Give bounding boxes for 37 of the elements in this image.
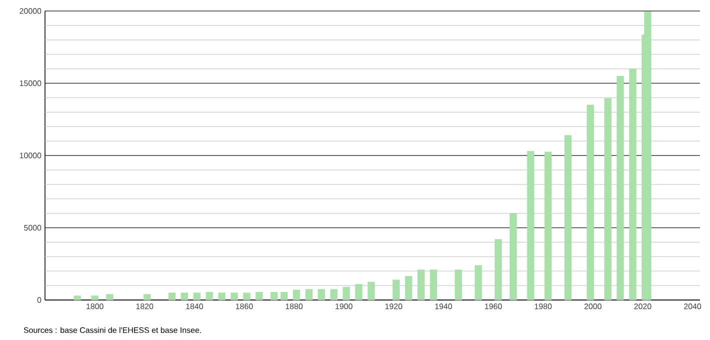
bar <box>91 296 98 300</box>
bar <box>243 292 250 300</box>
bar <box>527 151 534 300</box>
bar <box>106 294 114 300</box>
bar <box>564 135 572 300</box>
bar <box>318 289 326 300</box>
bar <box>168 292 176 300</box>
bar <box>144 294 151 300</box>
bar <box>392 280 400 300</box>
bar <box>405 276 412 300</box>
bar <box>256 292 263 300</box>
bar <box>180 292 188 300</box>
bar <box>510 213 517 300</box>
bar <box>74 296 81 300</box>
bar <box>193 292 201 300</box>
bar <box>430 270 438 300</box>
bar <box>629 68 636 300</box>
bar <box>292 290 300 300</box>
bar <box>368 282 375 300</box>
bar <box>417 270 425 300</box>
bar <box>586 104 594 300</box>
bar <box>616 76 624 300</box>
bar <box>494 239 502 300</box>
bar <box>330 289 338 300</box>
bar <box>604 98 612 300</box>
bar <box>218 292 226 300</box>
bar <box>270 292 278 300</box>
bar <box>355 284 362 300</box>
bar <box>305 289 313 300</box>
bar <box>280 292 288 300</box>
bar <box>454 270 462 300</box>
bar <box>230 292 238 300</box>
bar <box>644 12 652 300</box>
bar <box>474 265 482 300</box>
bar <box>544 152 552 300</box>
bar <box>342 286 350 300</box>
bar <box>206 292 213 300</box>
